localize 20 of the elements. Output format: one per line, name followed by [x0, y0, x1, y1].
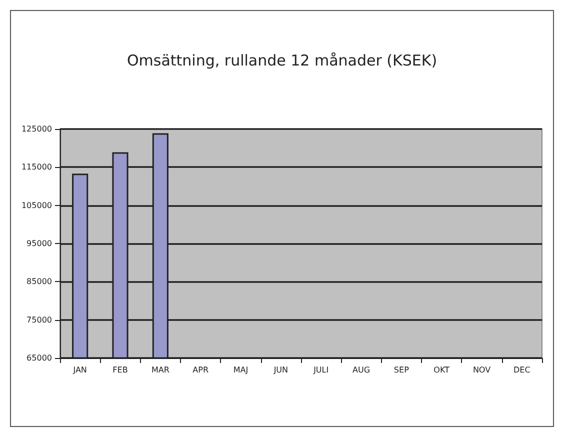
x-tick-label: MAJ — [233, 366, 248, 374]
y-tick-label: 115000 — [21, 162, 52, 172]
y-tick-label: 95000 — [26, 239, 52, 248]
y-tick-label: 105000 — [21, 200, 52, 210]
y-tick-label: 75000 — [26, 315, 52, 324]
x-tick-label: JUN — [272, 366, 288, 374]
y-tick-label: 65000 — [26, 354, 52, 362]
x-tick-label: MAR — [151, 366, 170, 374]
x-tick-label: FEB — [112, 366, 128, 374]
x-tick-label: OKT — [434, 366, 450, 374]
y-tick-label: 85000 — [26, 277, 52, 286]
x-tick-label: SEP — [394, 366, 410, 374]
x-tick-label: AUG — [352, 366, 370, 374]
x-tick-label: APR — [192, 366, 209, 374]
x-tick-label: JULI — [312, 366, 329, 374]
x-tick-label: NOV — [472, 366, 492, 374]
x-tick-label: JAN — [72, 366, 87, 374]
x-tick-label: DEC — [514, 366, 531, 374]
chart-title: Omsättning, rullande 12 månader (KSEK) — [126, 52, 438, 70]
y-tick-label: 125000 — [21, 124, 52, 134]
